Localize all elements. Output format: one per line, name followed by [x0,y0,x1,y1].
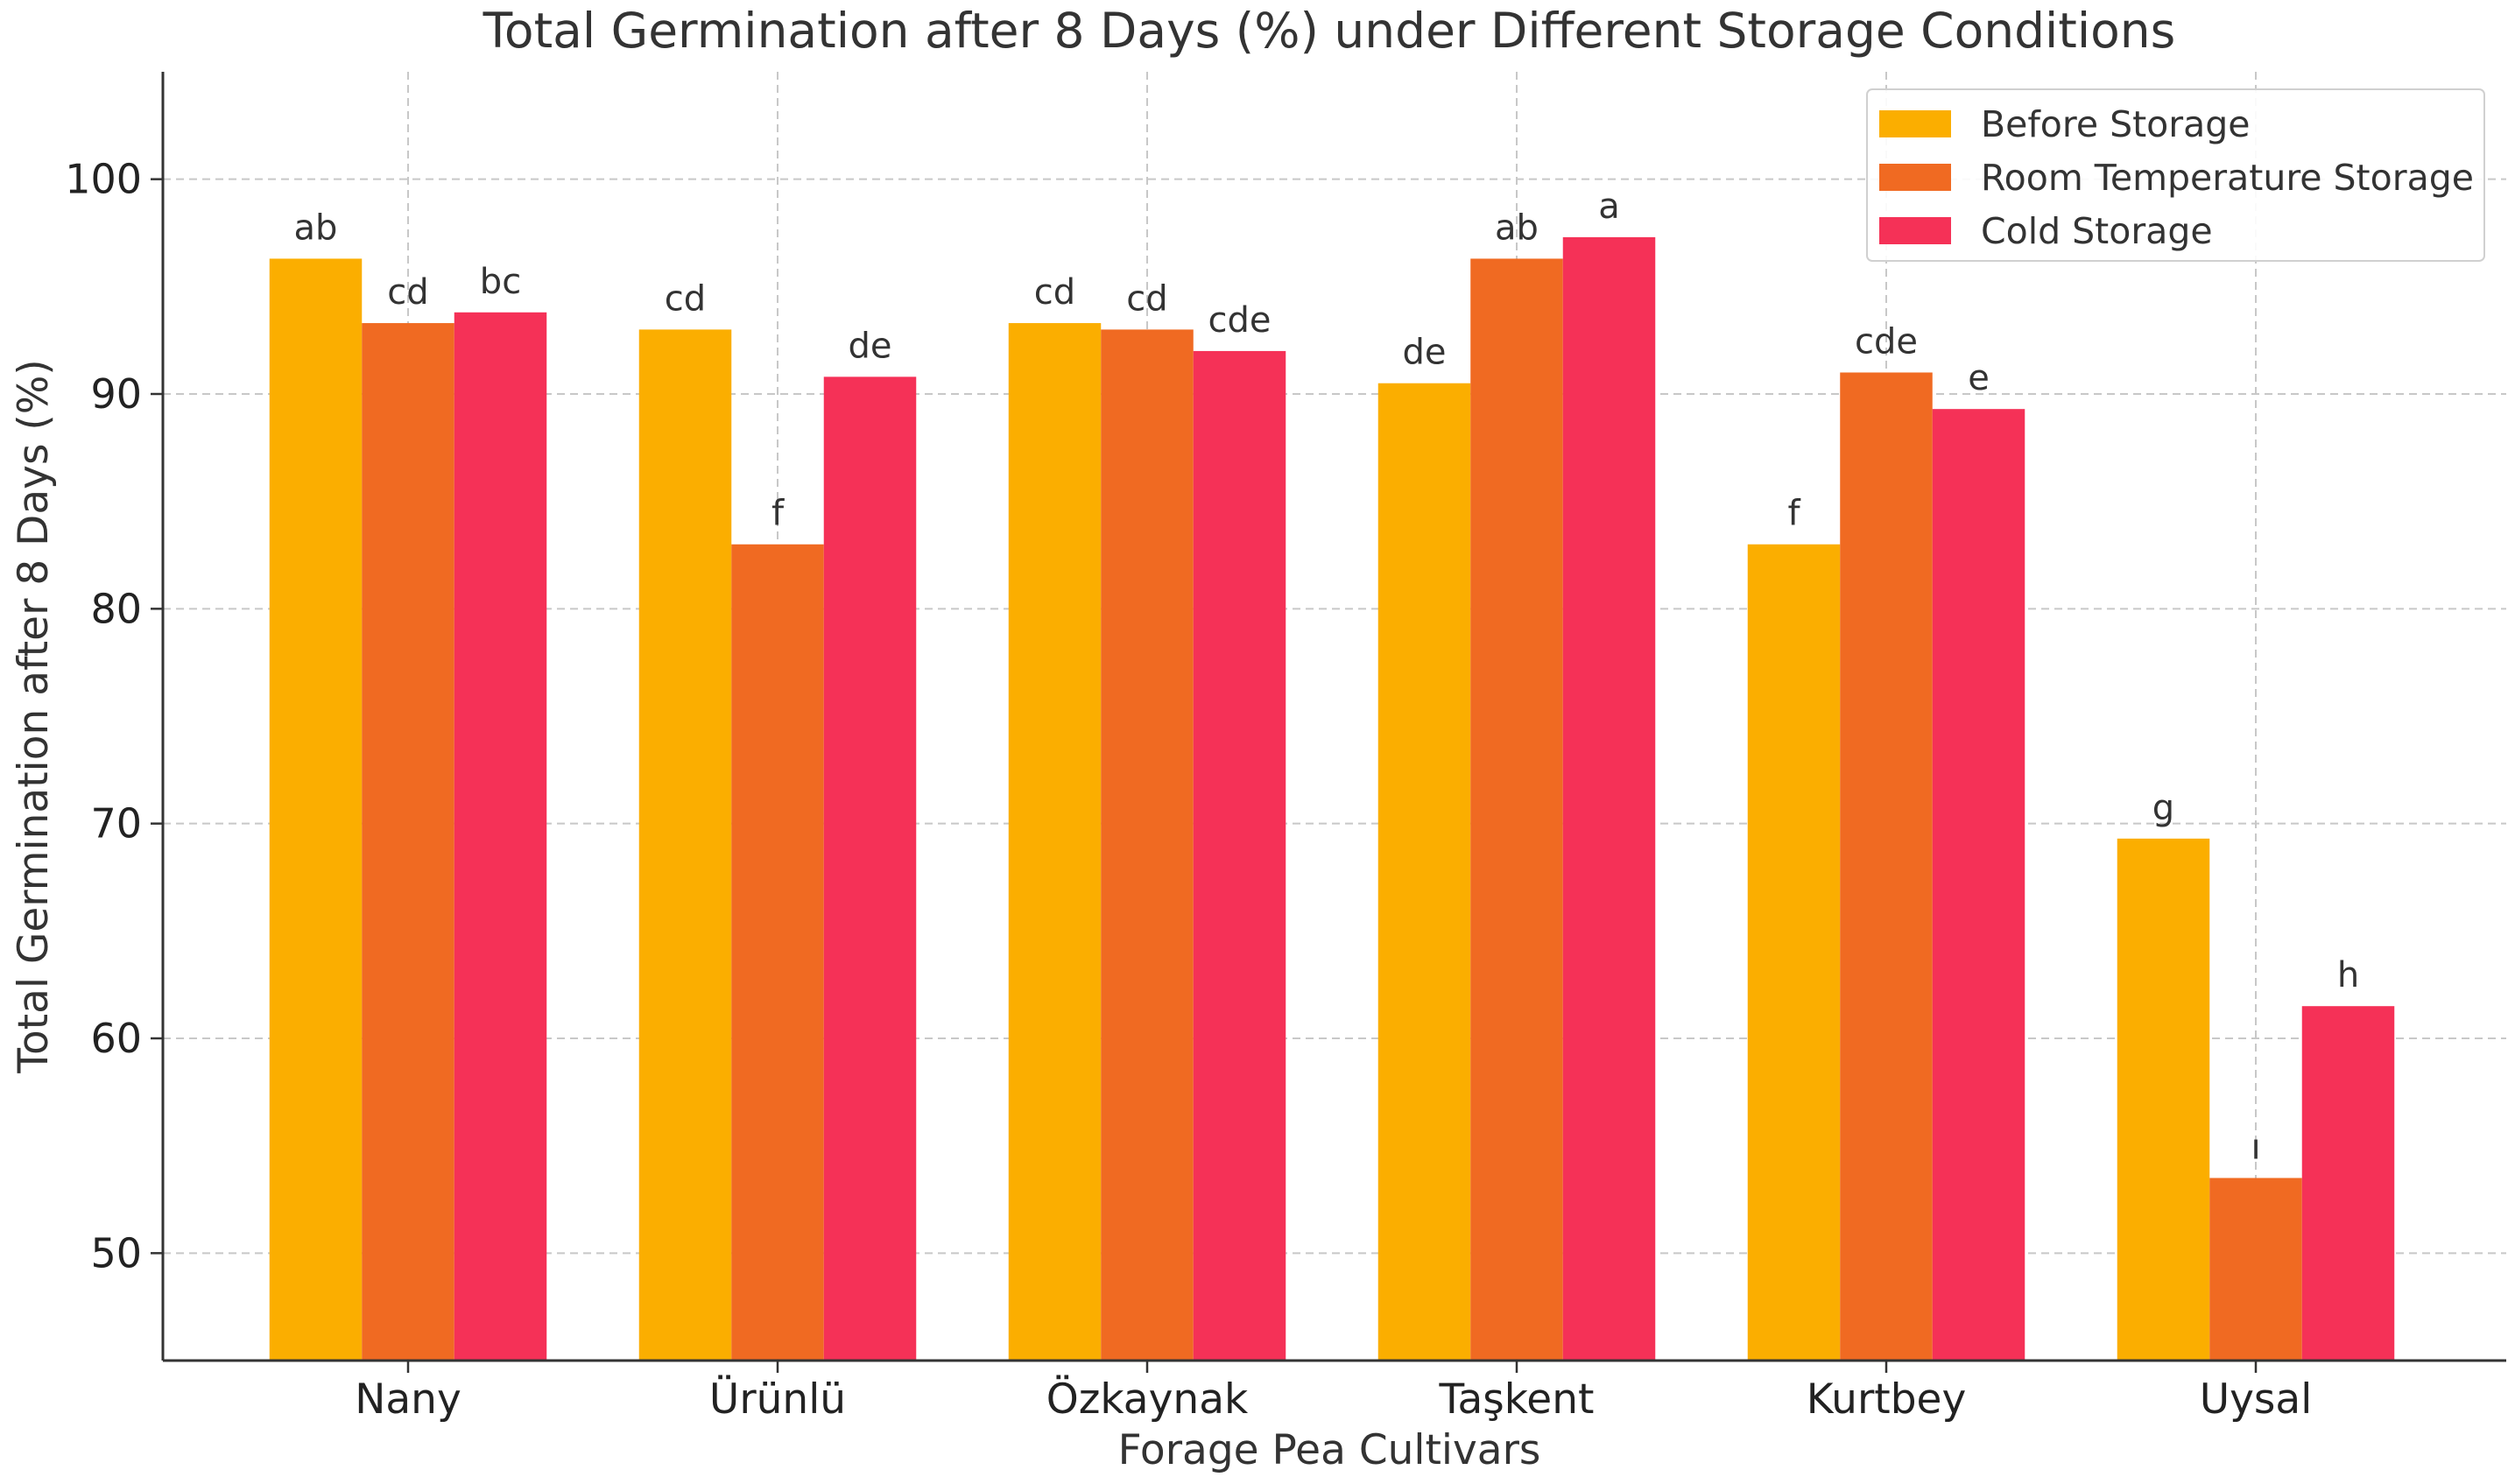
bar-data-label: g [2152,788,2174,828]
bar [638,329,732,1361]
legend-swatch [1879,217,1951,244]
y-tick-label: 80 [90,585,142,632]
bar-data-label: h [2337,955,2359,995]
bar [362,323,454,1361]
bar [1747,544,1841,1361]
bar [2209,1178,2302,1361]
y-tick-label: 90 [90,370,142,418]
bar-data-label: de [849,326,892,366]
y-tick-label: 100 [65,156,142,203]
bar [2301,1006,2395,1361]
bar [1470,258,1563,1361]
bar-data-label: cd [1034,272,1075,313]
bar-data-label: ab [1495,207,1539,248]
bar-data-label: bc [480,262,521,302]
bar [1562,236,1656,1361]
legend-label: Before Storage [1981,103,2251,145]
bar [1932,409,2025,1361]
bar-data-label: cd [1126,278,1167,319]
bars [269,236,2395,1361]
bar-data-label: cd [665,278,706,319]
bar [454,312,547,1361]
bar-data-label: e [1968,358,1990,398]
x-tick-label: Kurtbey [1807,1375,1967,1424]
legend-label: Cold Storage [1981,210,2213,252]
bar [1008,323,1102,1361]
bar-data-label: cde [1208,300,1272,341]
y-tick-label: 70 [90,800,142,847]
legend-swatch [1879,164,1951,191]
y-tick-label: 60 [90,1015,142,1062]
bar-data-label: cd [387,272,428,313]
legend: Before Storage Room Temperature Storage Co… [1866,88,2485,262]
legend-box [1866,88,2485,262]
bar-data-label: de [1403,333,1447,373]
x-tick-label: Nany [355,1375,461,1424]
legend-swatch [1879,110,1951,137]
x-tick-label: Özkaynak [1046,1375,1249,1424]
y-axis-title: Total Germination after 8 Days (%) [10,359,58,1073]
bar [1193,350,1286,1361]
x-axis-title: Forage Pea Cultivars [1118,1426,1541,1474]
y-tick-label: 50 [90,1229,142,1277]
bar-data-label: ı [2251,1127,2260,1167]
chart-title: Total Germination after 8 Days (%) under… [483,3,2176,59]
legend-label: Room Temperature Storage [1981,157,2474,199]
bar [1101,329,1194,1361]
x-tick-label: Ürünlü [709,1375,846,1424]
bar-data-label: a [1598,186,1620,227]
bar-data-label: f [771,494,785,534]
bar-data-label: f [1787,494,1800,534]
x-tick-label: Taşkent [1439,1375,1595,1424]
bar [731,544,824,1361]
bar-data-label: ab [294,207,338,248]
bar-data-label: cde [1855,321,1918,362]
bar [2117,838,2210,1361]
bar [269,258,363,1361]
bar [1377,383,1471,1361]
bar [823,376,917,1361]
x-tick-label: Uysal [2200,1375,2313,1424]
bar [1840,372,1933,1361]
axes [151,72,2506,1373]
